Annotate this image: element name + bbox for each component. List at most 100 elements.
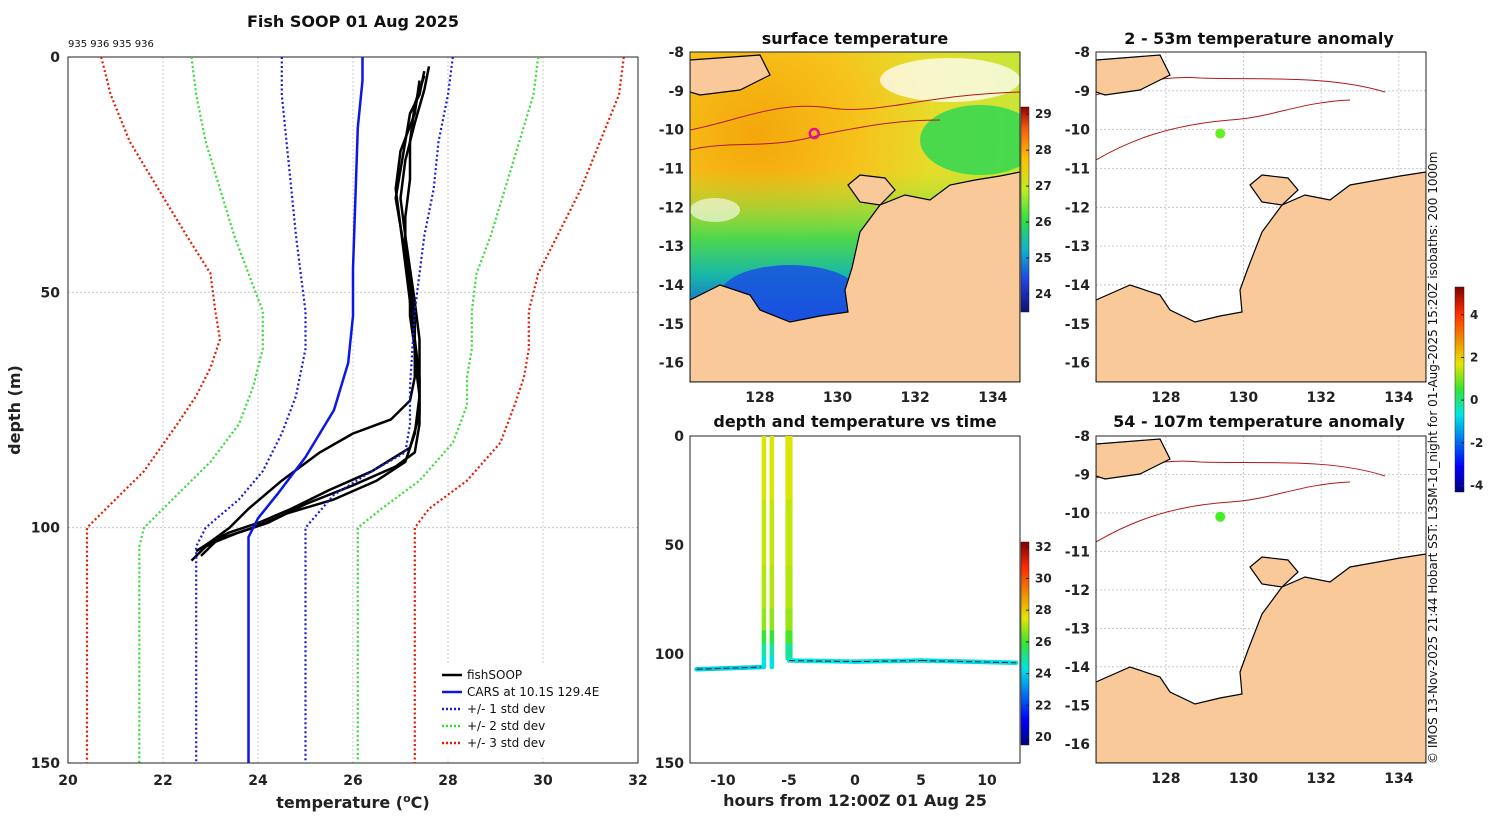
anom_shallow-ytick-label: -15 bbox=[1065, 317, 1090, 333]
anom_deep-colorbar-tick-label: 2 bbox=[1470, 350, 1478, 364]
profile-xtick-label: 24 bbox=[248, 773, 268, 789]
timeseries-ytick-label: 150 bbox=[655, 756, 684, 772]
anom_deep-xtick-label: 132 bbox=[1307, 771, 1336, 787]
profile-ytick-label: 0 bbox=[50, 50, 60, 66]
timeseries-panel: depth and temperature vs time -10 -5 0 5 100… bbox=[655, 412, 1052, 810]
sst-ytick-label: -16 bbox=[659, 356, 684, 372]
profile-series--1-std-6 bbox=[195, 57, 307, 763]
sst-ytick-label: -12 bbox=[659, 200, 684, 216]
sst-ytick-label: -11 bbox=[659, 161, 684, 177]
sst-map-panel: surface temperature 128 130 132 134 -8 -9 -10 -… bbox=[659, 29, 1052, 406]
anom_deep-colorbar-tick-label: 0 bbox=[1470, 393, 1478, 407]
profile-xtick-label: 32 bbox=[628, 773, 647, 789]
sst-ytick-label: -15 bbox=[659, 317, 684, 333]
profile-ytick-label: 150 bbox=[31, 756, 60, 772]
anomaly-colorbar bbox=[1454, 286, 1465, 493]
anom_shallow-xtick-label: 132 bbox=[1307, 390, 1336, 406]
profile-ytick-label: 50 bbox=[41, 285, 61, 301]
anom_deep-ytick-label: -9 bbox=[1074, 467, 1090, 483]
sst-title: surface temperature bbox=[762, 29, 949, 48]
timeseries-colorbar-tick-label: 20 bbox=[1035, 730, 1052, 744]
timeseries-colorbar-tick-label: 30 bbox=[1035, 571, 1052, 585]
profile-series--3-std-10 bbox=[85, 57, 222, 763]
profile-subtitle: 935 936 935 936 bbox=[68, 39, 154, 50]
sst-colorbar-tick-label: 29 bbox=[1035, 107, 1052, 121]
sst-ytick-label: -10 bbox=[659, 123, 685, 139]
timeseries-colorbar-tick-label: 26 bbox=[1035, 635, 1052, 649]
profile-series-fishsoop-2 bbox=[205, 75, 426, 548]
profile-series-cars-at-10-1s-129-4e-4 bbox=[247, 57, 364, 763]
profile-xtick-label: 28 bbox=[438, 773, 457, 789]
anomaly-deep-panel: 54 - 107m temperature anomaly 128 130 132 1… bbox=[1065, 412, 1427, 787]
profile-series--2-std-8 bbox=[138, 57, 264, 763]
anom_deep-ytick-label: -12 bbox=[1065, 583, 1090, 599]
anom_deep-ytick-label: -11 bbox=[1065, 544, 1090, 560]
anom_shallow-ytick-label: -8 bbox=[1074, 45, 1090, 61]
sst-ytick-label: -9 bbox=[668, 84, 684, 100]
legend-label-std1: +/- 1 std dev bbox=[467, 702, 545, 716]
sst-land bbox=[690, 54, 1020, 382]
sst-ytick-label: -8 bbox=[668, 45, 684, 61]
anom_shallow-xtick-label: 128 bbox=[1151, 390, 1180, 406]
anom_deep-ytick-label: -10 bbox=[1065, 506, 1091, 522]
profile-xtick-label: 26 bbox=[343, 773, 362, 789]
sst-ticks: 128 130 132 134 -8 -9 -10 -11 -12 -13 -14 -15 -16 bbox=[659, 45, 1008, 406]
timeseries-colorbar-ticks: 20 22 24 26 28 30 32 bbox=[1026, 540, 1052, 744]
anom_shallow-ytick-label: -9 bbox=[1074, 84, 1090, 100]
profile-series-fishsoop-3 bbox=[195, 80, 421, 553]
profile-xtick-label: 20 bbox=[58, 773, 78, 789]
anom_shallow-ytick-label: -14 bbox=[1065, 278, 1091, 294]
timeseries-colorbar bbox=[1020, 541, 1030, 746]
sst-colorbar-ticks: 24 25 26 27 28 29 bbox=[1026, 107, 1052, 301]
anom_deep-ytick-label: -15 bbox=[1065, 698, 1090, 714]
anom_deep-xtick-label: 130 bbox=[1229, 771, 1258, 787]
anomaly-shallow-field bbox=[1096, 52, 1426, 382]
timeseries-colorbar-tick-label: 24 bbox=[1035, 667, 1052, 681]
legend-box bbox=[436, 664, 634, 758]
timeseries-xtick-label: 0 bbox=[850, 773, 860, 789]
anom_deep-xtick-label: 128 bbox=[1151, 771, 1180, 787]
timeseries-ytick-label: 50 bbox=[665, 538, 685, 554]
anom_deep-ytick-label: -13 bbox=[1065, 621, 1090, 637]
sst-ytick-label: -13 bbox=[659, 239, 684, 255]
timeseries-colorbar-tick-label: 22 bbox=[1035, 698, 1052, 712]
anomaly-deep-field bbox=[1096, 436, 1426, 763]
anom_shallow-xtick-label: 134 bbox=[1384, 390, 1413, 406]
sst-colorbar bbox=[1020, 106, 1030, 313]
profile-xlabel: temperature (oC) bbox=[276, 792, 429, 812]
sst-station-marker bbox=[808, 127, 820, 140]
timeseries-bottom-segment-2-depth-trace bbox=[854, 660, 922, 663]
anomaly-shallow-isobath-1000 bbox=[1096, 99, 1351, 161]
sst-colorbar-tick-label: 27 bbox=[1035, 179, 1052, 193]
anom_deep-colorbar-tick-label: -2 bbox=[1470, 436, 1483, 450]
timeseries-xtick-label: -5 bbox=[781, 773, 797, 789]
sst-green-patch bbox=[920, 105, 1020, 175]
sst-xtick-label: 130 bbox=[823, 390, 852, 406]
sst-xtick-label: 128 bbox=[745, 390, 774, 406]
anomaly-shallow-axes-box bbox=[1095, 51, 1427, 383]
sst-colorbar-tick-label: 26 bbox=[1035, 215, 1052, 229]
timeseries-bottom-segment-1-depth-trace bbox=[696, 666, 762, 670]
profile-ylabel: depth (m) bbox=[5, 365, 24, 455]
sst-colorbar-tick-label: 28 bbox=[1035, 143, 1052, 157]
anomaly-deep-station-marker bbox=[1215, 511, 1226, 522]
anomaly-deep-title: 54 - 107m temperature anomaly bbox=[1113, 412, 1405, 431]
timeseries-xtick-label: 5 bbox=[916, 773, 926, 789]
profile-xtick-label: 30 bbox=[533, 773, 553, 789]
sst-cloud-mask bbox=[880, 58, 1020, 102]
anomaly-deep-isobath-1000 bbox=[1096, 481, 1351, 543]
timeseries-bottom-segment-2-depth-trace bbox=[788, 660, 856, 663]
timeseries-colorbar-tick-label: 28 bbox=[1035, 603, 1052, 617]
anom_shallow-ytick-label: -12 bbox=[1065, 200, 1090, 216]
sst-cloud-mask-2 bbox=[690, 198, 740, 222]
sst-isobath-200 bbox=[690, 91, 1020, 131]
anom_shallow-ytick-label: -16 bbox=[1065, 356, 1090, 372]
profile-grid bbox=[68, 57, 638, 763]
profile-ticks: 20 22 24 26 28 30 32 0 50 100 150 bbox=[31, 50, 648, 789]
profile-series--3-std-9 bbox=[413, 57, 625, 763]
anom_shallow-ytick-label: -11 bbox=[1065, 161, 1090, 177]
anomaly-shallow-station-marker bbox=[1215, 128, 1226, 139]
timeseries-ytick-label: 0 bbox=[674, 429, 684, 445]
profile-ytick-label: 100 bbox=[31, 521, 60, 537]
